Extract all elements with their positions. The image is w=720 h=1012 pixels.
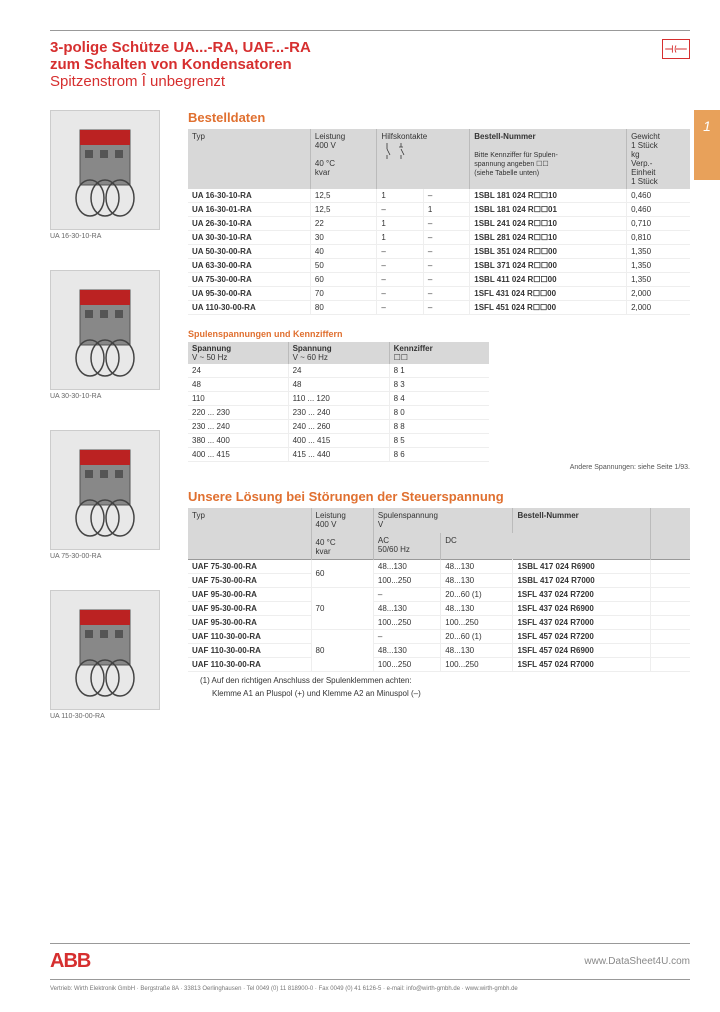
sol-col-leistung: Leistung 400 V 40 °C kvar bbox=[311, 508, 373, 560]
table-row: UAF 95-30-00-RA70–20...60 (1)1SFL 437 02… bbox=[188, 588, 690, 602]
table-row: 220 ... 230230 ... 2408 0 bbox=[188, 406, 489, 420]
solution-table: Typ Leistung 400 V 40 °C kvar Spulenspan… bbox=[188, 508, 690, 672]
product-caption: UA 75-30-00-RA bbox=[50, 553, 170, 560]
product-figure: UA 16-30-10-RA bbox=[50, 110, 170, 240]
col-typ: Typ bbox=[188, 129, 310, 189]
sol-col-ac: AC50/60 Hz bbox=[373, 533, 440, 559]
table-row: 24248 1 bbox=[188, 364, 489, 378]
table-row: UAF 75-30-00-RA6048...13048...1301SBL 41… bbox=[188, 560, 690, 574]
table-row: UA 110-30-00-RA80––1SFL 451 024 R☐☐002,0… bbox=[188, 301, 690, 315]
sol-col-typ: Typ bbox=[188, 508, 311, 560]
table-row: UA 16-30-01-RA12,5–11SBL 181 024 R☐☐010,… bbox=[188, 203, 690, 217]
coil-col1: SpannungV ~ 50 Hz bbox=[188, 342, 288, 364]
col-leistung: Leistung 400 V 40 °C kvar bbox=[310, 129, 377, 189]
title-line1: 3-polige Schütze UA...-RA, UAF...-RA bbox=[50, 39, 690, 56]
solution-note1: (1) Auf den richtigen Anschluss der Spul… bbox=[188, 676, 690, 685]
product-figure: UA 30-30-10-RA bbox=[50, 270, 170, 400]
col-gewicht: Gewicht 1 Stück kg Verp.- Einheit 1 Stüc… bbox=[627, 129, 690, 189]
coil-col3: Kennziffer☐☐ bbox=[389, 342, 489, 364]
table-row: UA 95-30-00-RA70––1SFL 431 024 R☐☐002,00… bbox=[188, 287, 690, 301]
table-row: UA 75-30-00-RA60––1SBL 411 024 R☐☐001,35… bbox=[188, 273, 690, 287]
product-sidebar: UA 16-30-10-RA UA 30-30-10-RA UA 75-30-0… bbox=[50, 110, 170, 750]
product-image bbox=[50, 110, 160, 230]
table-row: UAF 95-30-00-RA48...13048...1301SFL 437 … bbox=[188, 602, 690, 616]
footer-company: Vertrieb: Wirth Elektronik GmbH · Bergst… bbox=[50, 986, 690, 992]
table-row: UAF 75-30-00-RA100...25048...1301SBL 417… bbox=[188, 574, 690, 588]
table-row: UA 16-30-10-RA12,51–1SBL 181 024 R☐☐100,… bbox=[188, 189, 690, 203]
table-row: UAF 110-30-00-RA48...13048...1301SFL 457… bbox=[188, 644, 690, 658]
product-caption: UA 30-30-10-RA bbox=[50, 393, 170, 400]
coil-section-title: Spulenspannungen und Kennziffern bbox=[188, 329, 690, 339]
table-row: 110110 ... 1208 4 bbox=[188, 392, 489, 406]
subtitle: Spitzenstrom Î unbegrenzt bbox=[50, 73, 690, 90]
sol-col-bestell: Bestell-Nummer bbox=[513, 508, 650, 560]
table-row: UAF 110-30-00-RA100...250100...2501SFL 4… bbox=[188, 658, 690, 672]
footer-url: www.DataSheet4U.com bbox=[584, 956, 690, 967]
coil-col2: SpannungV ~ 60 Hz bbox=[288, 342, 389, 364]
table-row: UA 30-30-10-RA301–1SBL 281 024 R☐☐100,81… bbox=[188, 231, 690, 245]
table-row: 230 ... 240240 ... 2608 8 bbox=[188, 420, 489, 434]
product-caption: UA 16-30-10-RA bbox=[50, 233, 170, 240]
product-image bbox=[50, 430, 160, 550]
solution-section-title: Unsere Lösung bei Störungen der Steuersp… bbox=[188, 489, 690, 504]
table-row: 380 ... 400400 ... 4158 5 bbox=[188, 434, 489, 448]
page-header: 3-polige Schütze UA...-RA, UAF...-RA zum… bbox=[50, 39, 690, 90]
sol-col-spulen: Spulenspannung V bbox=[373, 508, 513, 533]
coil-footnote: Andere Spannungen: siehe Seite 1/93. bbox=[188, 464, 690, 471]
solution-note2: Klemme A1 an Pluspol (+) und Klemme A2 a… bbox=[188, 689, 690, 698]
sol-col-dc: DC bbox=[441, 533, 513, 559]
product-caption: UA 110-30-00-RA bbox=[50, 713, 170, 720]
product-image bbox=[50, 590, 160, 710]
table-row: UAF 110-30-00-RA80–20...60 (1)1SFL 457 0… bbox=[188, 630, 690, 644]
order-table: Typ Leistung 400 V 40 °C kvar Hilfskonta… bbox=[188, 129, 690, 315]
order-section-title: Bestelldaten bbox=[188, 110, 690, 125]
page-tab: 1 bbox=[694, 110, 720, 180]
table-row: UA 63-30-00-RA50––1SBL 371 024 R☐☐001,35… bbox=[188, 259, 690, 273]
product-figure: UA 110-30-00-RA bbox=[50, 590, 170, 720]
footer: ABB www.DataSheet4U.com Vertrieb: Wirth … bbox=[50, 943, 690, 992]
abb-logo: ABB bbox=[50, 950, 90, 973]
table-row: UAF 95-30-00-RA100...250100...2501SFL 43… bbox=[188, 616, 690, 630]
title-line2: zum Schalten von Kondensatoren bbox=[50, 56, 690, 73]
product-figure: UA 75-30-00-RA bbox=[50, 430, 170, 560]
product-image bbox=[50, 270, 160, 390]
col-bestell: Bestell-Nummer Bitte Kennziffer für Spul… bbox=[470, 129, 627, 189]
table-row: UA 50-30-00-RA40––1SBL 351 024 R☐☐001,35… bbox=[188, 245, 690, 259]
col-hilfskontakte: Hilfskontakte bbox=[377, 129, 470, 189]
table-row: 48488 3 bbox=[188, 378, 489, 392]
table-row: 400 ... 415415 ... 4408 6 bbox=[188, 448, 489, 462]
coil-table: SpannungV ~ 50 Hz SpannungV ~ 60 Hz Kenn… bbox=[188, 342, 489, 462]
table-row: UA 26-30-10-RA221–1SBL 241 024 R☐☐100,71… bbox=[188, 217, 690, 231]
capacitor-icon bbox=[662, 39, 690, 59]
